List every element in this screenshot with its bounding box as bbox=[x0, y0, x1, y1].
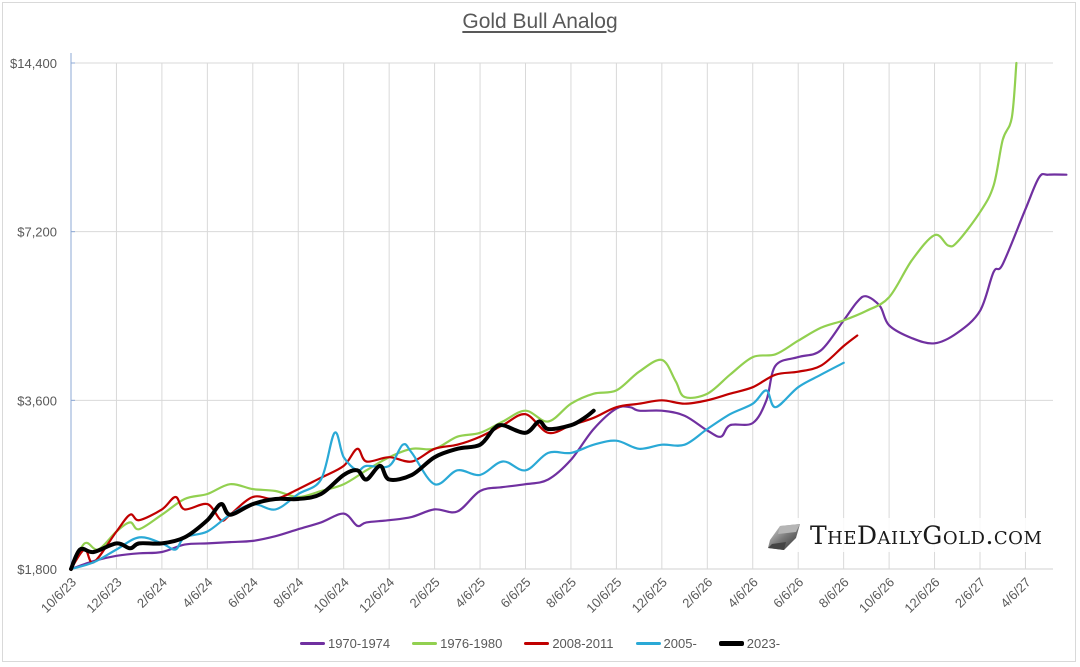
x-tick-label: 2/6/24 bbox=[134, 575, 170, 611]
x-tick-label: 6/6/24 bbox=[225, 575, 261, 611]
watermark-logo: TheDailyGold.com bbox=[766, 518, 1043, 552]
chart-title: Gold Bull Analog bbox=[462, 10, 618, 33]
y-tick-label: $3,600 bbox=[17, 393, 57, 408]
legend-item: 1970-1974 bbox=[299, 636, 391, 651]
legend-swatch bbox=[412, 642, 438, 645]
watermark-text: TheDailyGold.com bbox=[810, 520, 1043, 550]
x-tick-label: 10/6/24 bbox=[311, 575, 352, 616]
legend-label: 1976-1980 bbox=[440, 636, 503, 651]
x-tick-label: 10/6/25 bbox=[583, 575, 624, 616]
series-line-2008-2011 bbox=[69, 334, 859, 571]
series-line-1970-1974 bbox=[69, 172, 1068, 571]
x-tick-label: 10/6/23 bbox=[38, 575, 79, 616]
series-points-1970-1974 bbox=[71, 175, 1067, 570]
y-tick-label: $1,800 bbox=[17, 562, 57, 577]
legend-label: 2008-2011 bbox=[552, 636, 614, 651]
x-tick-label: 2/6/26 bbox=[679, 575, 715, 611]
y-axis: $1,800 $3,600 $7,200 $14,400 bbox=[10, 53, 75, 577]
x-tick-label: 2/6/25 bbox=[407, 575, 443, 611]
legend-item: 1976-1980 bbox=[412, 636, 502, 651]
legend-label: 2005- bbox=[663, 636, 697, 651]
gold-bar-icon bbox=[768, 524, 800, 550]
x-tick-label: 6/6/25 bbox=[497, 575, 533, 611]
series-line-2023 bbox=[69, 408, 596, 571]
x-tick-label: 12/6/25 bbox=[629, 575, 670, 616]
x-tick-label: 2/6/27 bbox=[952, 575, 988, 611]
legend-swatch bbox=[299, 642, 325, 645]
legend: 1970-1974 1976-1980 2008-2011 2005- 2023- bbox=[0, 636, 1080, 651]
legend-item: 2005- bbox=[635, 636, 697, 651]
gridlines bbox=[71, 62, 1053, 570]
legend-label: 2023- bbox=[746, 636, 781, 651]
x-axis: 10/6/23 12/6/23 2/6/24 4/6/24 6/6/24 8/6/24 10… bbox=[38, 568, 1053, 616]
legend-swatch bbox=[718, 641, 744, 646]
series-points-1976-1980 bbox=[71, 63, 1017, 569]
x-tick-label: 8/6/25 bbox=[543, 575, 579, 611]
legend-item: 2008-2011 bbox=[524, 636, 614, 651]
x-tick-label: 10/6/26 bbox=[856, 575, 897, 616]
x-tick-label: 12/6/26 bbox=[901, 575, 942, 616]
x-tick-label: 8/6/24 bbox=[270, 575, 306, 611]
x-tick-label: 8/6/26 bbox=[816, 575, 852, 611]
y-tick-label: $7,200 bbox=[17, 225, 57, 240]
legend-item: 2023- bbox=[718, 636, 781, 651]
legend-swatch bbox=[635, 642, 661, 645]
legend-label: 1970-1974 bbox=[327, 636, 391, 651]
x-tick-label: 4/6/26 bbox=[725, 575, 761, 611]
x-tick-label: 4/6/27 bbox=[997, 575, 1033, 611]
x-tick-label: 12/6/24 bbox=[356, 575, 397, 616]
series-lines bbox=[69, 61, 1068, 571]
y-tick-label: $14,400 bbox=[10, 56, 57, 71]
x-tick-label: 6/6/26 bbox=[770, 575, 806, 611]
series-line-1976-1980 bbox=[69, 61, 1018, 571]
x-tick-label: 4/6/24 bbox=[179, 575, 215, 611]
legend-swatch bbox=[524, 642, 550, 645]
series-line-2005 bbox=[69, 361, 845, 571]
x-tick-label: 12/6/23 bbox=[83, 575, 124, 616]
x-tick-label: 4/6/25 bbox=[452, 575, 488, 611]
